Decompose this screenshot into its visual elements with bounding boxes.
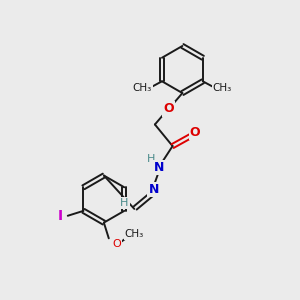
Text: O: O xyxy=(190,126,200,139)
Text: I: I xyxy=(57,209,62,223)
Text: CH₃: CH₃ xyxy=(213,83,232,93)
Text: O: O xyxy=(112,239,121,249)
Text: H: H xyxy=(147,154,155,164)
Text: CH₃: CH₃ xyxy=(133,83,152,93)
Text: O: O xyxy=(163,102,174,115)
Text: N: N xyxy=(154,161,164,174)
Text: H: H xyxy=(120,198,129,208)
Text: CH₃: CH₃ xyxy=(125,230,144,239)
Text: N: N xyxy=(149,183,159,196)
